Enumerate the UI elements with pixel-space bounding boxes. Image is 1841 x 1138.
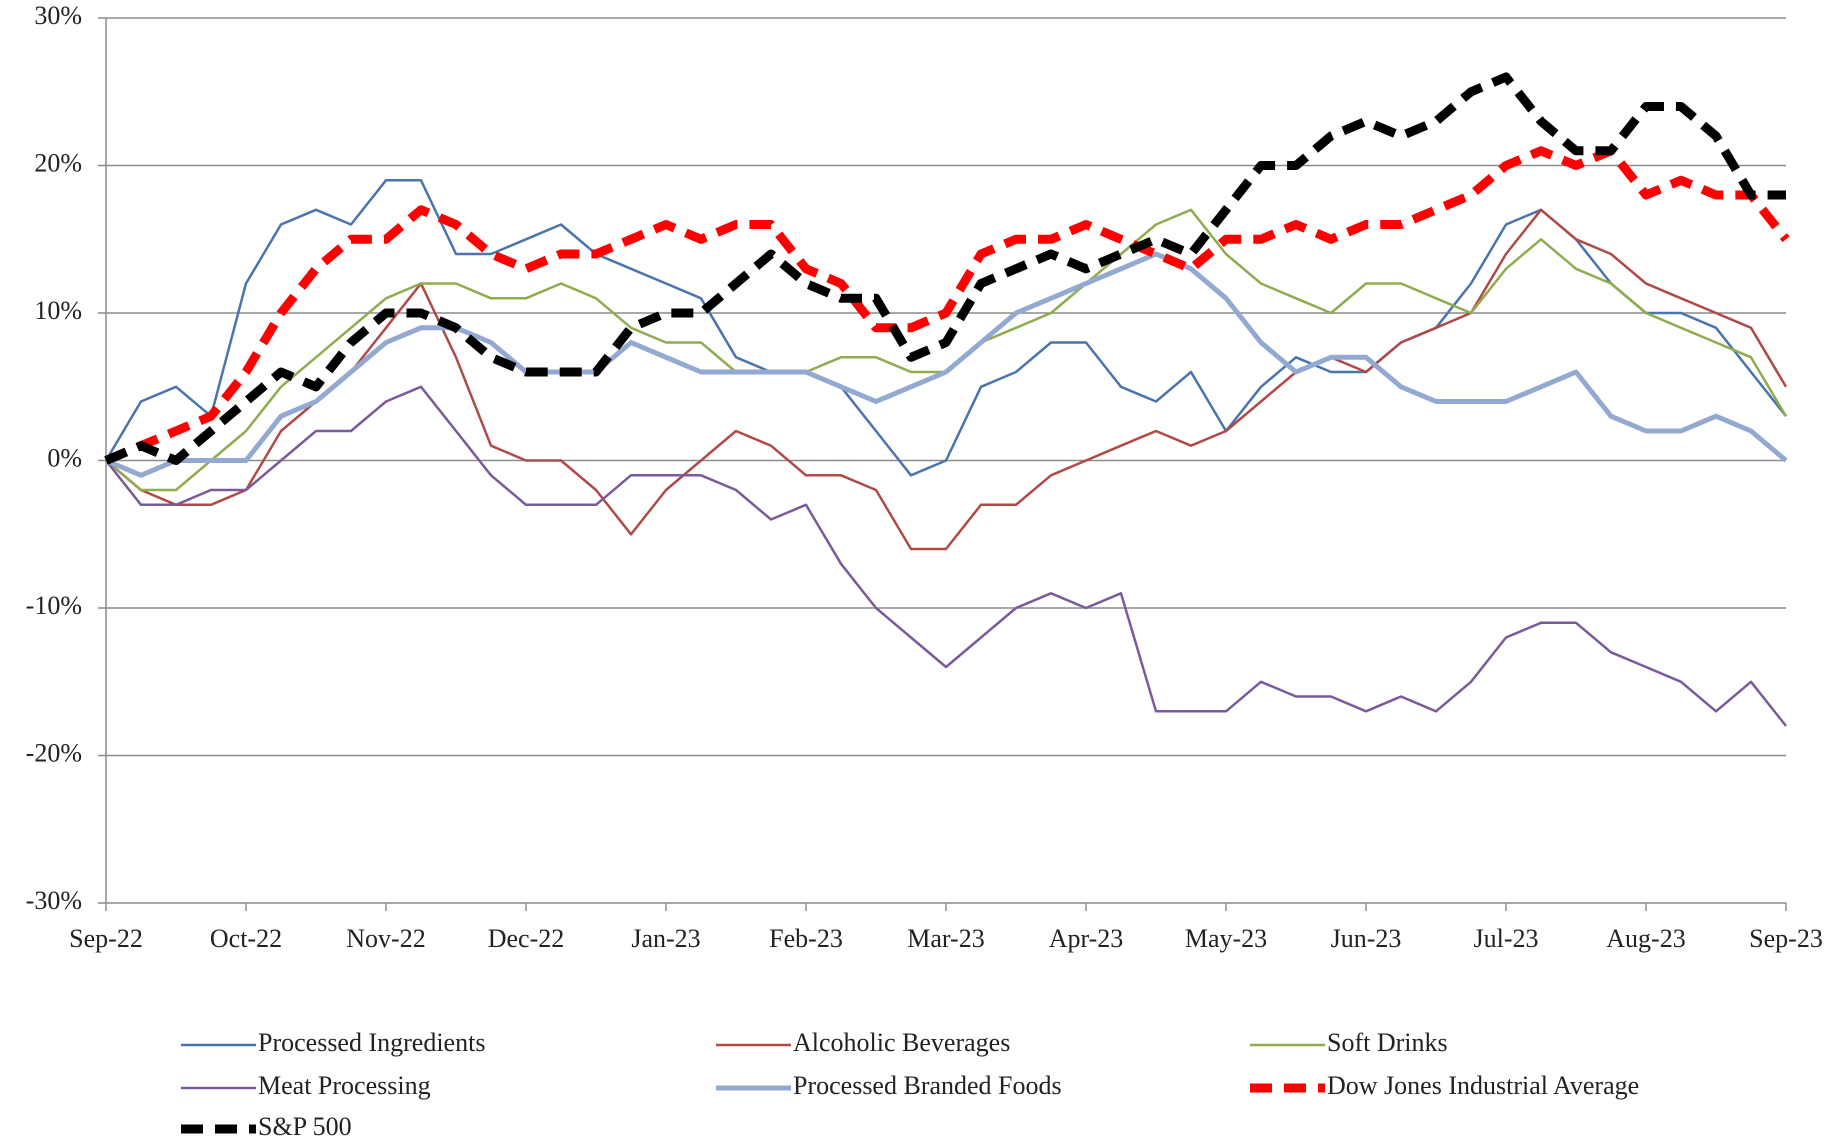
legend-label: Processed Ingredients	[258, 1028, 485, 1057]
series-line	[105, 208, 1788, 551]
x-tick-label: May-23	[1185, 924, 1267, 953]
x-tick-label: Nov-22	[346, 924, 425, 953]
x-tick-label: Aug-23	[1606, 924, 1685, 953]
y-tick-label: -10%	[26, 591, 82, 620]
x-tick-label: Jul-23	[1474, 924, 1539, 953]
y-tick-label: 30%	[34, 1, 82, 30]
x-tick-label: Mar-23	[907, 924, 984, 953]
x-tick-label: Feb-23	[769, 924, 843, 953]
series-line	[105, 251, 1788, 478]
x-tick-label: Apr-23	[1049, 924, 1124, 953]
series-line	[105, 208, 1788, 492]
x-tick-label: Sep-22	[69, 924, 143, 953]
y-tick-label: 10%	[34, 296, 82, 325]
series-line	[104, 72, 1786, 465]
legend-label: Soft Drinks	[1327, 1028, 1448, 1057]
series-line	[104, 179, 1787, 477]
x-tick-label: Jun-23	[1331, 924, 1402, 953]
x-tick-label: Dec-22	[488, 924, 565, 953]
series-line	[105, 385, 1787, 727]
x-tick-label: Oct-22	[210, 924, 282, 953]
legend-label: Meat Processing	[258, 1071, 431, 1100]
legend-label: Dow Jones Industrial Average	[1327, 1071, 1639, 1100]
legend-label: S&P 500	[258, 1112, 352, 1138]
x-tick-label: Jan-23	[631, 924, 700, 953]
y-tick-label: 0%	[47, 443, 82, 472]
y-tick-label: -20%	[26, 738, 82, 767]
legend-label: Alcoholic Beverages	[793, 1028, 1010, 1057]
y-tick-label: -30%	[26, 886, 82, 915]
y-tick-label: 20%	[34, 148, 82, 177]
legend-label: Processed Branded Foods	[793, 1071, 1062, 1100]
x-tick-label: Sep-23	[1749, 924, 1823, 953]
series-line	[104, 146, 1790, 465]
